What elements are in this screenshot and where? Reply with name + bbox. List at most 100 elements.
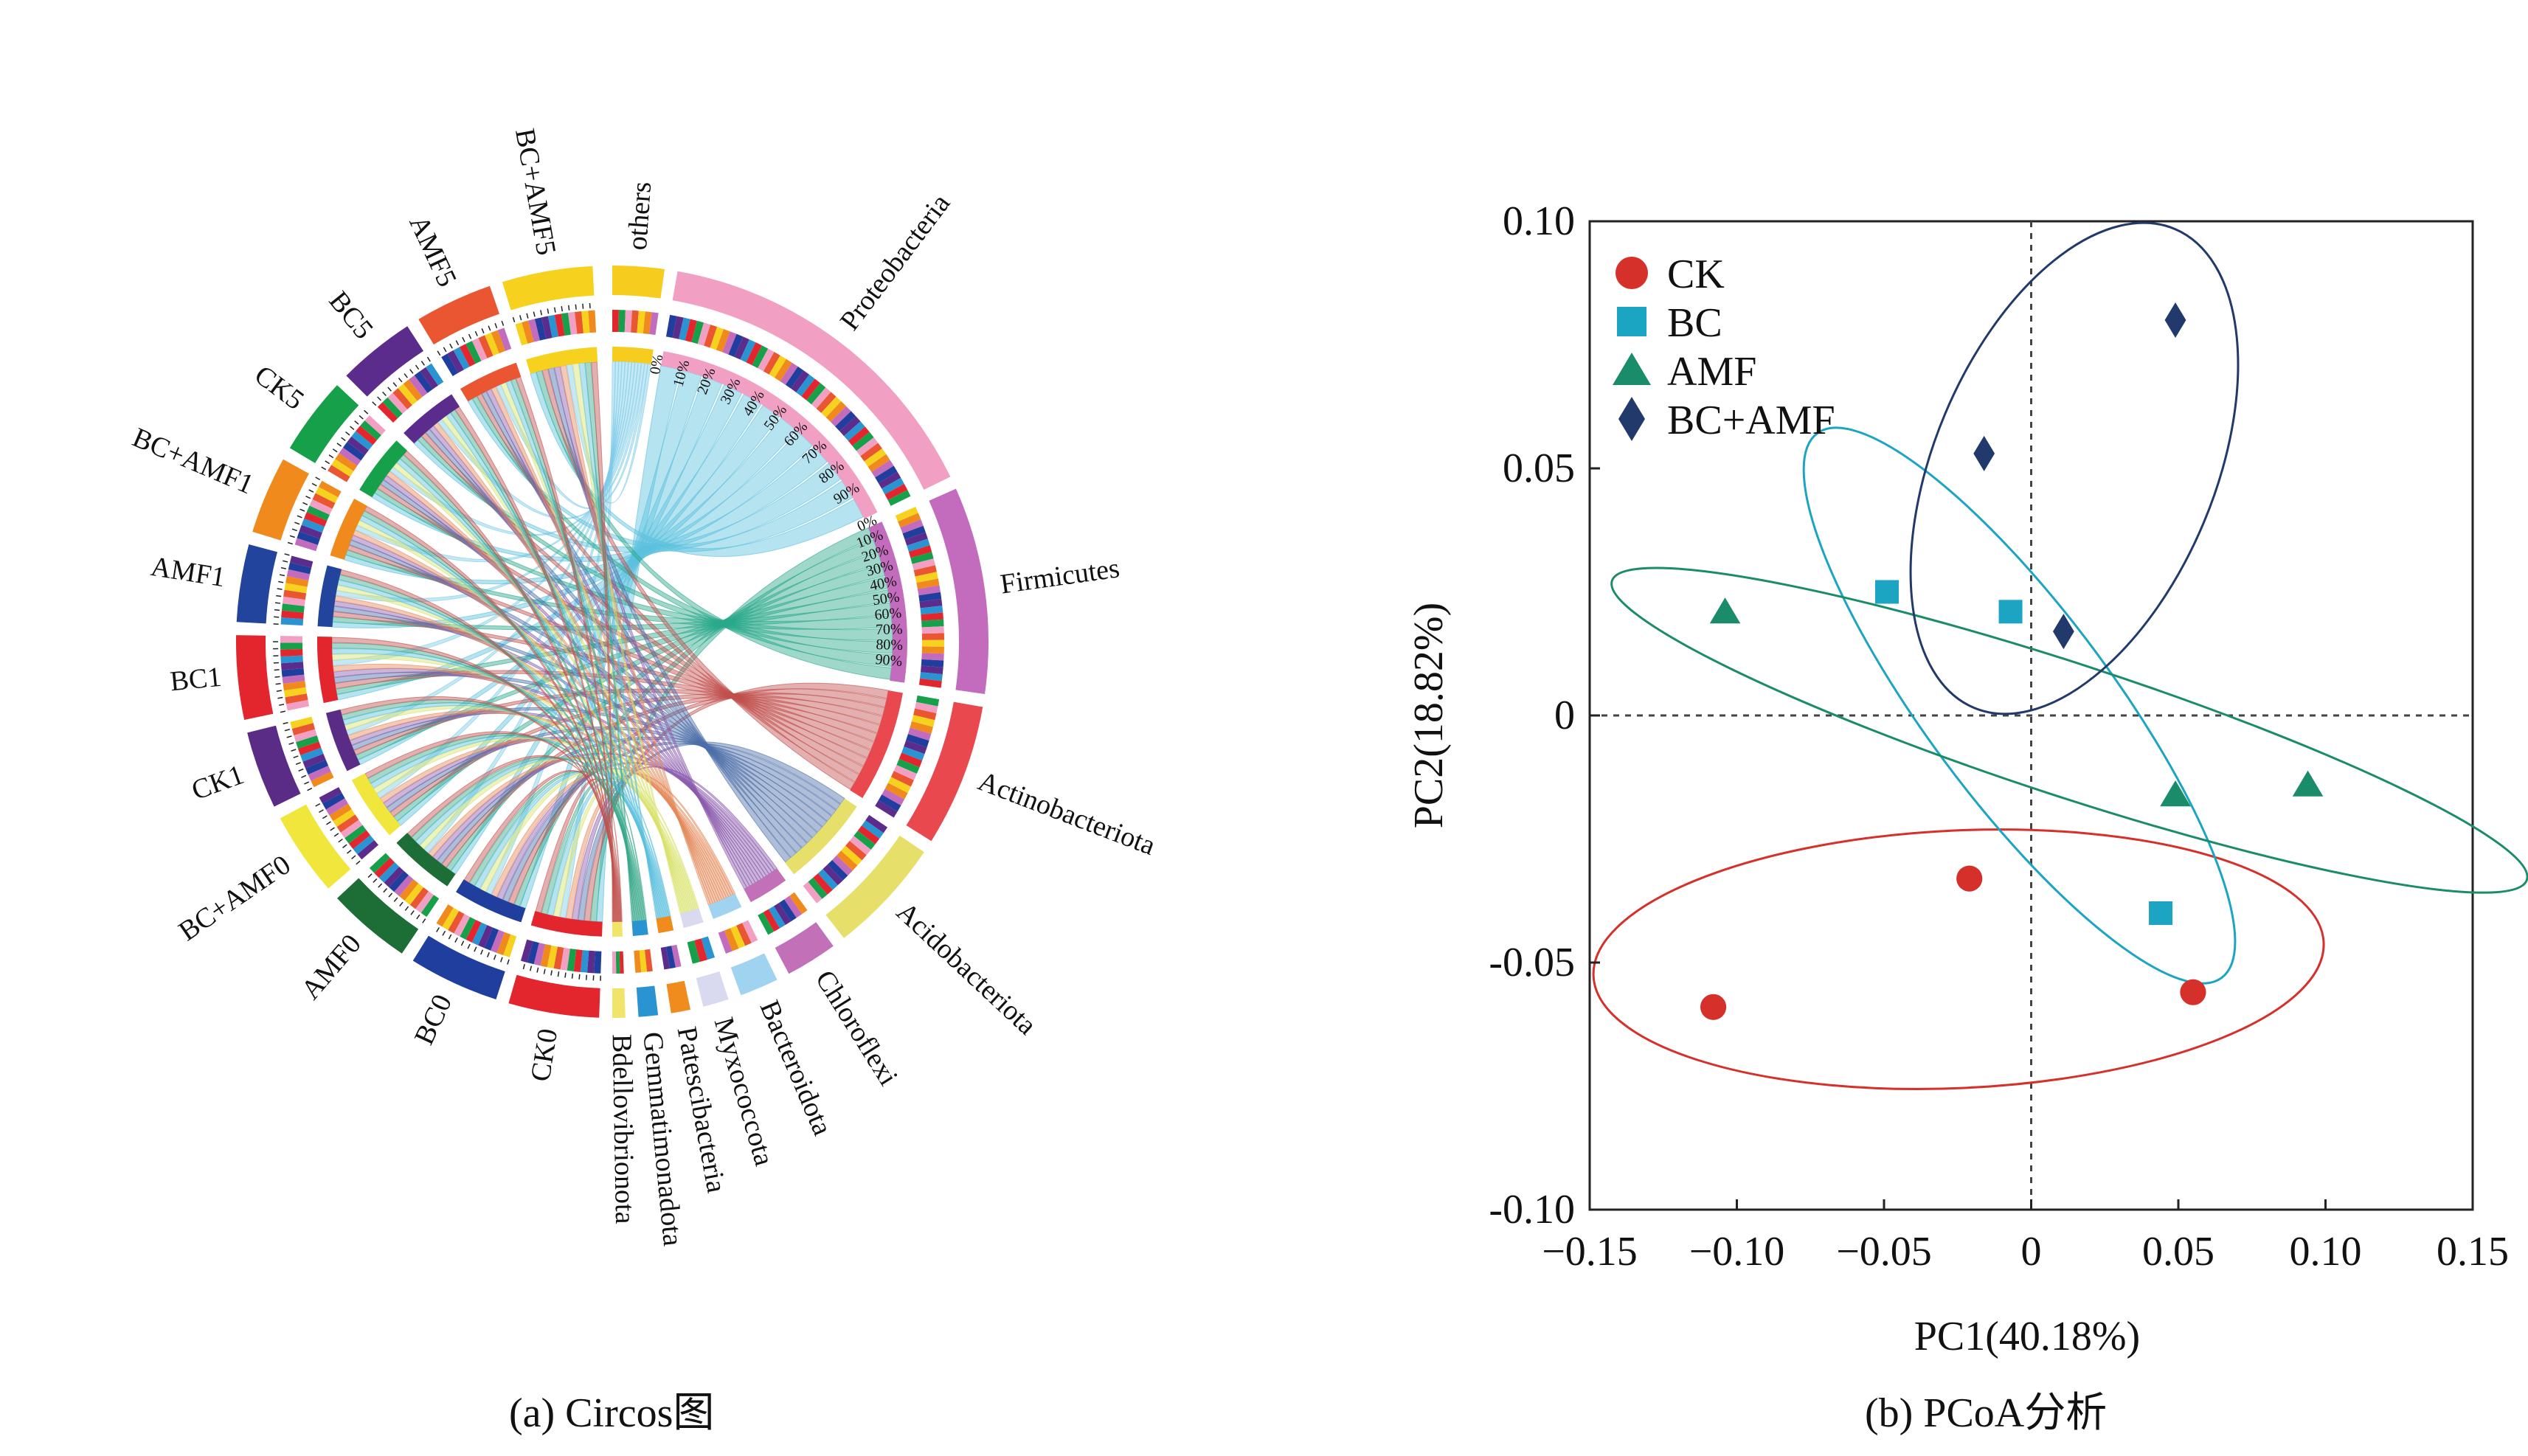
- ribbon-bc-plus-amf1-bacteroidota: [353, 530, 721, 902]
- stripe-actinobacteriota-0: [915, 695, 940, 707]
- segment-tick: [474, 330, 478, 336]
- stripe-firmicutes-23: [921, 659, 944, 668]
- stripe-bc1-10: [280, 636, 303, 643]
- stripe-bc-plus-amf0-3: [344, 825, 367, 844]
- stripe-bc1-8: [280, 648, 303, 656]
- segment-tick: [454, 937, 458, 943]
- segment-inner-bc5: [404, 394, 460, 444]
- stripe-bc-plus-amf5-10: [581, 311, 590, 333]
- pct-tick-firmicutes-9: 90%: [875, 651, 903, 670]
- stripe-ck5-9: [364, 415, 386, 436]
- stripe-firmicutes-11: [916, 578, 940, 589]
- stripe-bc-plus-amf0-10: [319, 787, 342, 804]
- legend-marker-ck: [1616, 257, 1648, 289]
- stripe-amf1-7: [286, 569, 311, 580]
- stripe-acidobacteriota-13: [808, 877, 828, 899]
- stripe-proteobacteria-29: [830, 406, 851, 427]
- ribbon-amf1-bdellovibrionota: [339, 569, 618, 923]
- stripe-firmicutes-7: [910, 552, 934, 564]
- segment-inner-bc-plus-amf1: [330, 499, 367, 560]
- stripe-acidobacteriota-12: [813, 873, 833, 895]
- circos-segments: [236, 266, 988, 1018]
- stripe-proteobacteria-17: [769, 355, 786, 378]
- segment-tick: [276, 594, 282, 597]
- segment-outer-amf0: [337, 878, 419, 954]
- segment-tick: [330, 827, 335, 831]
- segment-tick: [295, 762, 301, 766]
- stripe-proteobacteria-11: [734, 336, 749, 360]
- stripe-bc0-0: [503, 934, 517, 957]
- segment-tick: [474, 946, 477, 952]
- segment-tick: [278, 580, 284, 583]
- stripe-bc5-6: [409, 375, 428, 398]
- segment-tick: [480, 949, 484, 955]
- segment-outer-bc5: [346, 326, 424, 397]
- segment-tick: [550, 970, 553, 976]
- stripe-proteobacteria-19: [780, 362, 798, 385]
- stripe-firmicutes-14: [919, 598, 943, 609]
- stripe-bc-plus-amf0-6: [333, 809, 356, 828]
- stripe-proteobacteria-24: [806, 383, 826, 405]
- point-ck: [2180, 979, 2206, 1005]
- stripe-bc5-8: [420, 367, 438, 389]
- segment-tick: [426, 356, 431, 362]
- stripe-chloroflexi-5: [763, 909, 780, 932]
- stripe-bc-plus-amf5-1: [522, 320, 534, 344]
- stripe-others-6: [649, 312, 659, 336]
- segment-inner-gemmatimonadota: [631, 920, 648, 937]
- stripe-acidobacteriota-11: [817, 869, 838, 890]
- stripe-proteobacteria-15: [758, 348, 775, 372]
- segment-tick: [585, 974, 587, 980]
- segment-tick: [500, 957, 503, 963]
- stripe-chloroflexi-1: [784, 895, 803, 918]
- segment-tick: [351, 855, 356, 860]
- segment-tick: [332, 448, 338, 453]
- ribbon-amf0-myxococcota: [419, 757, 696, 910]
- stripe-firmicutes-20: [921, 639, 944, 647]
- stripe-firmicutes-0: [895, 506, 918, 522]
- segment-tick: [436, 927, 440, 932]
- stripe-chloroflexi-3: [774, 902, 792, 925]
- segment-inner-firmicutes: [868, 521, 907, 683]
- segment-tick: [468, 333, 472, 339]
- stripe-bacteroidota-3: [724, 928, 739, 951]
- stripe-amf5-2: [453, 347, 470, 370]
- stripe-bc-plus-amf1-8: [315, 487, 339, 503]
- stripe-amf1-9: [289, 555, 314, 568]
- stripe-bc0-1: [496, 932, 511, 956]
- stripe-bc1-6: [280, 662, 304, 670]
- stripe-ck5-7: [356, 426, 378, 446]
- ribbon-amf0-actinobacteriota: [441, 692, 885, 868]
- stripe-ck1-7: [294, 729, 317, 743]
- ellipse-ck: [1592, 828, 2325, 1090]
- pcoa-ellipses: [1592, 221, 2528, 1090]
- stripe-ck0-4: [567, 949, 577, 971]
- segment-inner-ck1: [325, 709, 361, 772]
- stripe-bc-plus-amf1-9: [318, 480, 342, 498]
- segment-tick: [486, 951, 490, 957]
- segment-tick: [388, 892, 393, 898]
- segment-inner-chloroflexi: [744, 868, 786, 903]
- stripe-proteobacteria-27: [821, 396, 842, 417]
- segment-tick: [307, 787, 313, 791]
- stripe-amf0-8: [378, 862, 400, 883]
- segment-tick: [443, 347, 447, 353]
- stripe-proteobacteria-7: [710, 327, 724, 350]
- stripe-bc-plus-amf5-4: [541, 316, 553, 339]
- stripe-amf0-2: [409, 887, 429, 909]
- stripe-ck5-1: [331, 459, 354, 477]
- segment-outer-firmicutes: [929, 488, 988, 694]
- stripe-firmicutes-8: [912, 558, 935, 571]
- segment-tick: [561, 306, 564, 312]
- label-bdellovibrionota: Bdellovibrionota: [606, 1033, 640, 1224]
- segment-tick: [543, 968, 546, 974]
- stripe-bc-plus-amf0-7: [329, 803, 352, 822]
- segment-tick: [336, 443, 342, 447]
- stripe-bc-plus-amf0-9: [322, 792, 345, 810]
- segment-tick: [460, 940, 465, 946]
- ribbon-bc-plus-amf5-chloroflexi: [553, 366, 747, 890]
- segment-inner-proteobacteria: [660, 351, 878, 519]
- segment-tick: [288, 742, 294, 745]
- stripe-proteobacteria-23: [801, 378, 820, 401]
- segment-tick: [547, 308, 550, 314]
